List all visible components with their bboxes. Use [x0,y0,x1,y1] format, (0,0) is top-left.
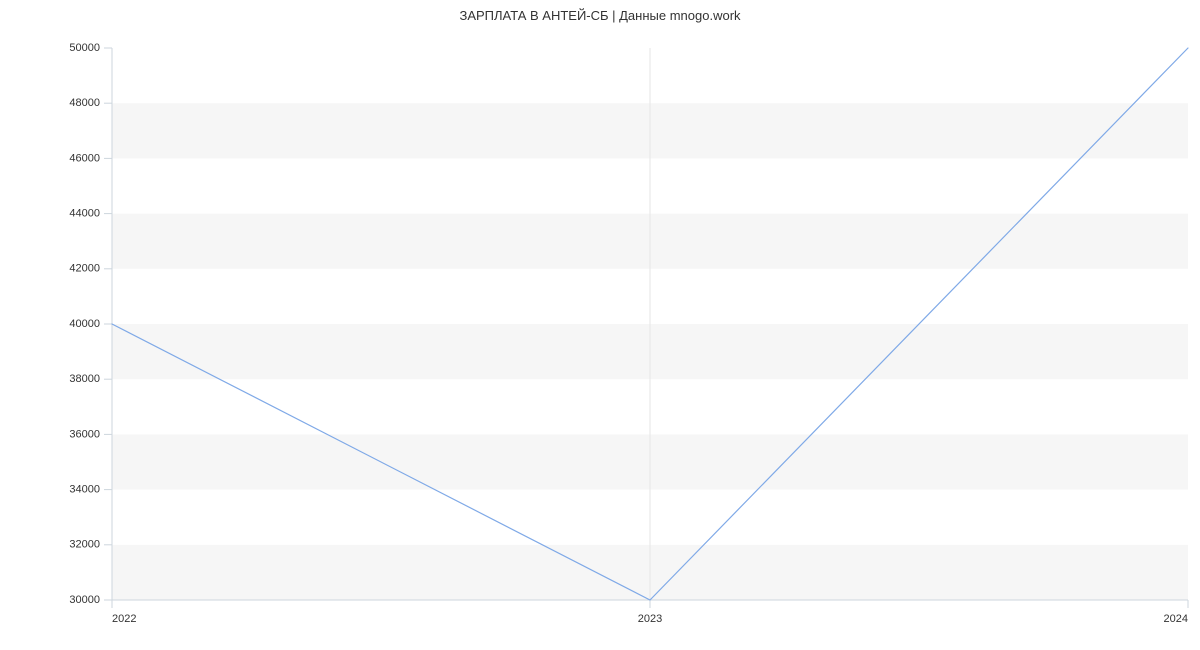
y-tick-label: 32000 [69,539,100,551]
y-tick-label: 48000 [69,97,100,109]
y-tick-label: 40000 [69,318,100,330]
x-tick-label: 2022 [112,613,136,625]
y-tick-label: 44000 [69,208,100,220]
y-tick-label: 30000 [69,594,100,606]
line-chart: 30000 32000 34000 36000 38000 40000 42000 44000… [0,0,1200,650]
y-tick-label: 36000 [69,428,100,440]
y-ticks: 30000 32000 34000 36000 38000 40000 42000 44000… [69,42,112,606]
x-tick-label: 2023 [638,613,662,625]
y-tick-label: 46000 [69,152,100,164]
chart-container: ЗАРПЛАТА В АНТЕЙ-СБ | Данные mnogo.work … [0,0,1200,650]
x-ticks: 2022 2023 2024 [112,600,1188,625]
x-tick-label: 2024 [1164,613,1188,625]
y-tick-label: 38000 [69,373,100,385]
y-tick-label: 34000 [69,484,100,496]
y-tick-label: 42000 [69,263,100,275]
y-tick-label: 50000 [69,42,100,54]
